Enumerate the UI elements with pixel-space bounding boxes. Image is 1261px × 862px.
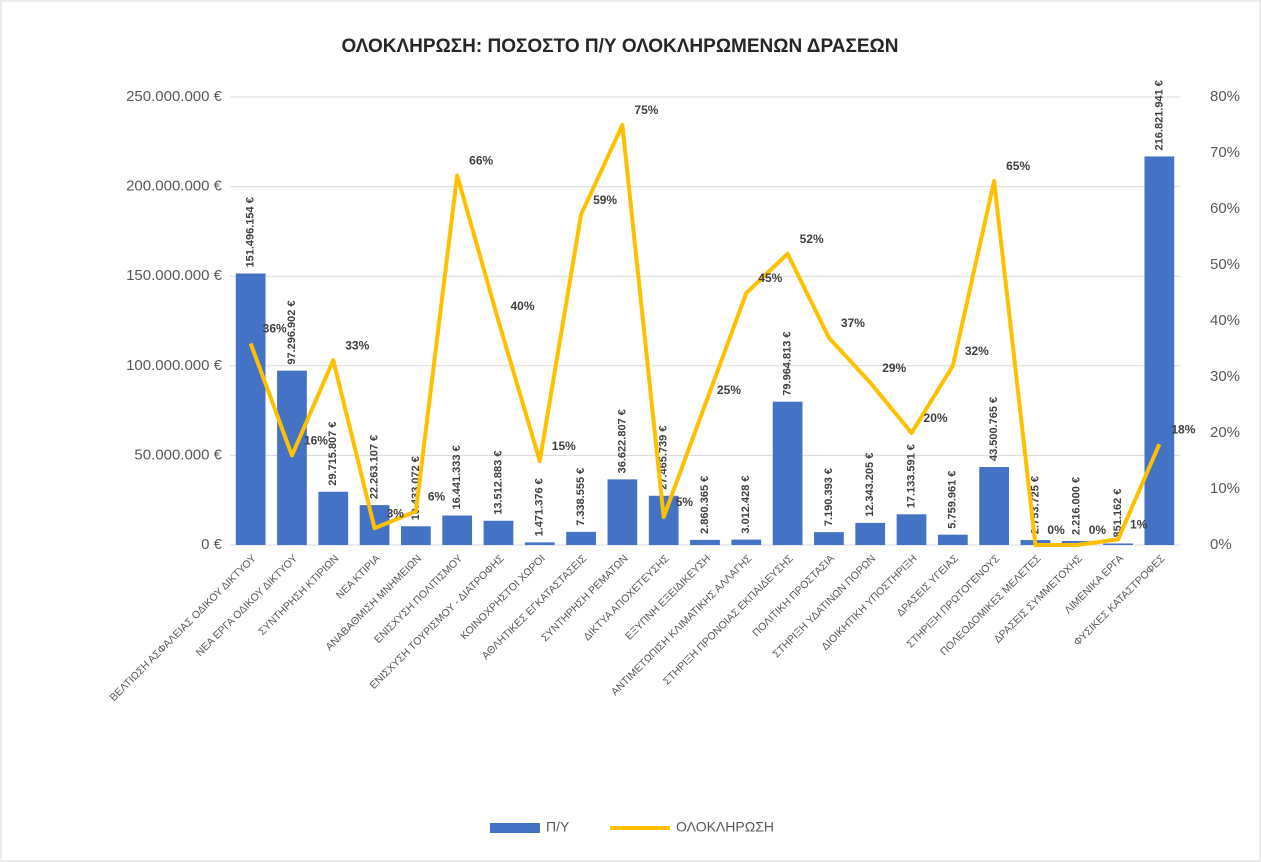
bar xyxy=(483,520,514,545)
bar xyxy=(1144,156,1175,545)
line-value-label: 25% xyxy=(717,383,741,397)
line-value-label: 33% xyxy=(345,338,369,352)
y2-tick-label: 40% xyxy=(1210,312,1240,329)
line-value-label: 59% xyxy=(593,193,617,207)
line-value-label: 66% xyxy=(469,154,493,168)
bar xyxy=(235,273,266,545)
bar-value-label: 16.441.333 € xyxy=(451,445,463,509)
line-value-label: 1% xyxy=(1130,518,1148,532)
bar-value-label: 1.471.376 € xyxy=(534,478,546,536)
bar-value-label: 151.496.154 € xyxy=(245,197,257,267)
line-value-label: 6% xyxy=(428,490,446,504)
line-value-label: 65% xyxy=(1006,159,1030,173)
legend-label: ΟΛΟΚΛΗΡΩΣΗ xyxy=(676,819,774,835)
bar xyxy=(566,531,596,545)
bar-value-label: 3.012.428 € xyxy=(740,475,752,533)
y2-tick-label: 80% xyxy=(1210,88,1240,105)
bar-value-label: 12.343.205 € xyxy=(864,453,876,517)
line-value-label: 0% xyxy=(1089,523,1107,537)
bar xyxy=(318,491,349,545)
line-value-label: 3% xyxy=(387,506,405,520)
bar xyxy=(896,514,927,545)
y2-tick-label: 10% xyxy=(1210,480,1240,497)
line-value-label: 15% xyxy=(552,439,576,453)
y-tick-label: 100.000.000 € xyxy=(126,357,223,374)
bar xyxy=(524,542,555,545)
y-tick-label: 250.000.000 € xyxy=(126,88,223,105)
bar-value-label: 22.263.107 € xyxy=(368,435,380,499)
bar-value-label: 43.500.765 € xyxy=(988,397,1000,461)
y-tick-label: 0 € xyxy=(201,536,223,553)
line-value-label: 0% xyxy=(1047,523,1065,537)
bar-value-label: 2.216.000 € xyxy=(1071,477,1083,535)
line xyxy=(248,123,1162,547)
line-value-label: 32% xyxy=(965,344,989,358)
bar xyxy=(979,467,1009,545)
bar-value-label: 97.296.902 € xyxy=(286,300,298,364)
bar-value-label: 5.759.961 € xyxy=(947,471,959,529)
bar-value-label: 13.512.883 € xyxy=(492,451,504,515)
y2-tick-label: 60% xyxy=(1210,200,1240,217)
chart-title: ΟΛΟΚΛΗΡΩΣΗ: ΠΟΣΟΣΤΟ Π/Υ ΟΛΟΚΛΗΡΩΜΕΝΩΝ ΔΡ… xyxy=(342,36,899,57)
bar xyxy=(690,539,720,545)
legend-label: Π/Υ xyxy=(546,819,570,835)
bar xyxy=(814,532,844,545)
bar xyxy=(401,526,431,545)
bar xyxy=(277,370,307,545)
bar xyxy=(607,479,638,545)
line-value-label: 20% xyxy=(924,411,948,425)
bar xyxy=(731,539,762,545)
bar-value-label: 216.821.941 € xyxy=(1153,80,1165,150)
bar-value-label: 36.622.807 € xyxy=(616,409,628,473)
bar-value-label: 79.964.813 € xyxy=(782,331,794,395)
legend-swatch xyxy=(490,823,540,833)
line-value-label: 52% xyxy=(800,232,824,246)
y-tick-label: 50.000.000 € xyxy=(134,446,222,463)
y2-tick-label: 50% xyxy=(1210,256,1240,273)
bar xyxy=(772,401,803,545)
line-value-label: 5% xyxy=(676,495,694,509)
bar-value-label: 851.162 € xyxy=(1112,489,1124,538)
y-tick-label: 200.000.000 € xyxy=(126,178,223,195)
bar-value-label: 29.715.807 € xyxy=(327,422,339,486)
bar-value-label: 7.190.393 € xyxy=(823,468,835,526)
line-value-label: 36% xyxy=(263,322,287,336)
y2-tick-label: 30% xyxy=(1210,368,1240,385)
bar-value-label: 7.338.555 € xyxy=(575,468,587,526)
line-value-label: 18% xyxy=(1171,422,1195,436)
line-value-label: 40% xyxy=(510,299,534,313)
line-value-label: 45% xyxy=(758,271,782,285)
bar xyxy=(1103,543,1133,545)
line-value-label: 16% xyxy=(304,434,328,448)
y2-tick-label: 20% xyxy=(1210,424,1240,441)
line-value-label: 75% xyxy=(634,103,658,117)
bar xyxy=(937,534,968,545)
y2-tick-label: 0% xyxy=(1210,536,1232,553)
bar xyxy=(442,515,473,545)
line-value-label: 29% xyxy=(882,361,906,375)
bar-value-label: 2.860.365 € xyxy=(699,476,711,534)
y2-tick-label: 70% xyxy=(1210,144,1240,161)
bar xyxy=(855,522,886,545)
y-tick-label: 150.000.000 € xyxy=(126,267,223,284)
line-value-label: 37% xyxy=(841,316,865,330)
bar-value-label: 17.133.591 € xyxy=(905,444,917,508)
